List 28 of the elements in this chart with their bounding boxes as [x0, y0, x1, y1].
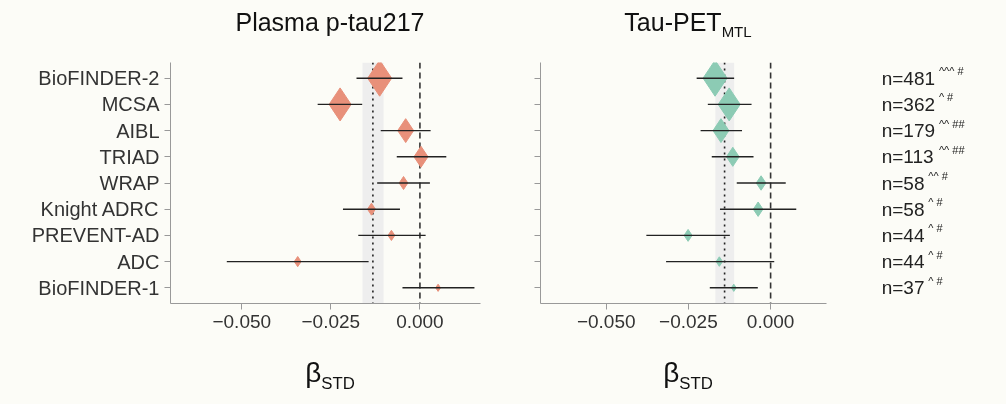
- x-tick-label: 0.000: [746, 310, 795, 332]
- y-tick-label: BioFINDER-2: [38, 67, 160, 90]
- text: n=113 ^^ ##: [881, 143, 966, 168]
- y-tick-label: MCSA: [101, 93, 161, 116]
- text: n=44 ^ #: [881, 248, 944, 273]
- y-tick-label: Knight ADRC: [40, 198, 159, 221]
- text: n=58 ^ #: [881, 196, 944, 220]
- chart-title: Tau-PET$_{MTL}$: [624, 7, 752, 42]
- x-axis-title: β$_{STD}$: [305, 356, 355, 395]
- x-tick-label: −0.050: [212, 310, 272, 332]
- text: n=179 ^^ ##: [881, 117, 966, 142]
- y-tick-label: ADC: [117, 250, 160, 273]
- y-tick-label: WRAP: [99, 172, 160, 194]
- x-axis-title: β$_{STD}$: [663, 356, 713, 395]
- y-tick-label: PREVENT-AD: [31, 224, 160, 247]
- text: n=362 ^ #: [881, 91, 955, 115]
- x-tick-label: −0.025: [301, 310, 361, 332]
- text: n=58 ^^ #: [881, 170, 949, 194]
- text: n=44 ^ #: [881, 222, 944, 246]
- y-tick-label: TRIAD: [99, 145, 160, 168]
- text: n=37 ^ #: [881, 274, 944, 299]
- y-tick-label: BioFINDER-1: [38, 276, 160, 299]
- text: n=481 ^^^ #: [881, 65, 965, 89]
- x-tick-label: 0.000: [396, 310, 444, 332]
- chart-title: Plasma p-tau217: [235, 7, 425, 38]
- x-tick-label: −0.025: [659, 310, 718, 332]
- x-tick-label: −0.050: [576, 310, 636, 332]
- y-tick-label: AIBL: [116, 119, 160, 142]
